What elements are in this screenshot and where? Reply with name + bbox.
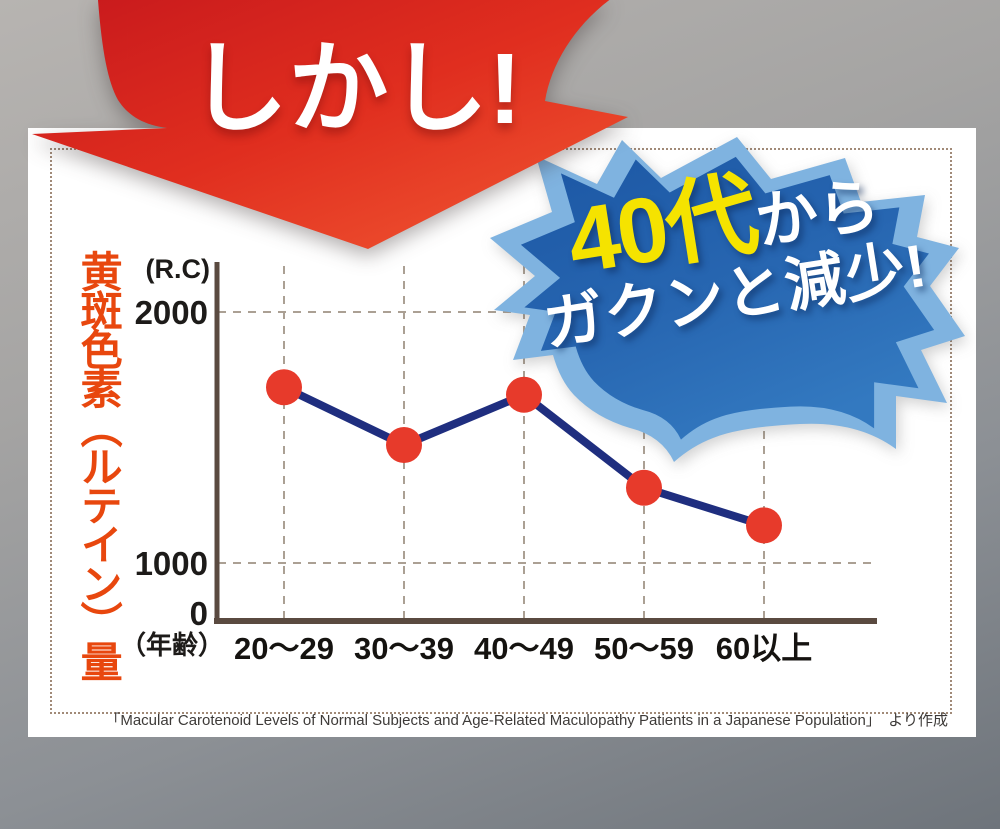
x-label-40s: 40〜49 [474,631,574,666]
x-label-30s: 30〜39 [354,631,454,666]
data-point-60以上 [746,507,782,544]
y-tick-0: 0 [189,595,208,632]
x-label-60s: 60以上 [715,631,813,666]
y-axis-title: 黄斑色素（ルテイン）量 [75,250,123,679]
arrow-path [32,0,628,249]
banner-text: しかし! [188,33,522,145]
data-point-20〜29 [266,369,302,406]
x-label-20s: 20〜29 [234,631,334,666]
x-label-50s: 50〜59 [594,631,694,666]
data-point-50〜59 [626,469,662,506]
chart-gridlines [218,266,876,621]
burst-inner-shape [520,156,935,440]
y-tick-2000: 2000 [134,294,208,331]
x-axis-unit: （年齢） [120,630,225,660]
data-point-40〜49 [506,376,542,413]
chart-axes [214,262,877,624]
y-tick-1000: 1000 [134,545,208,582]
data-series [266,369,782,544]
y-axis-unit: (R.C) [145,254,210,284]
data-point-30〜39 [386,427,422,463]
source-citation: 「Macular Carotenoid Levels of Normal Sub… [105,712,948,729]
